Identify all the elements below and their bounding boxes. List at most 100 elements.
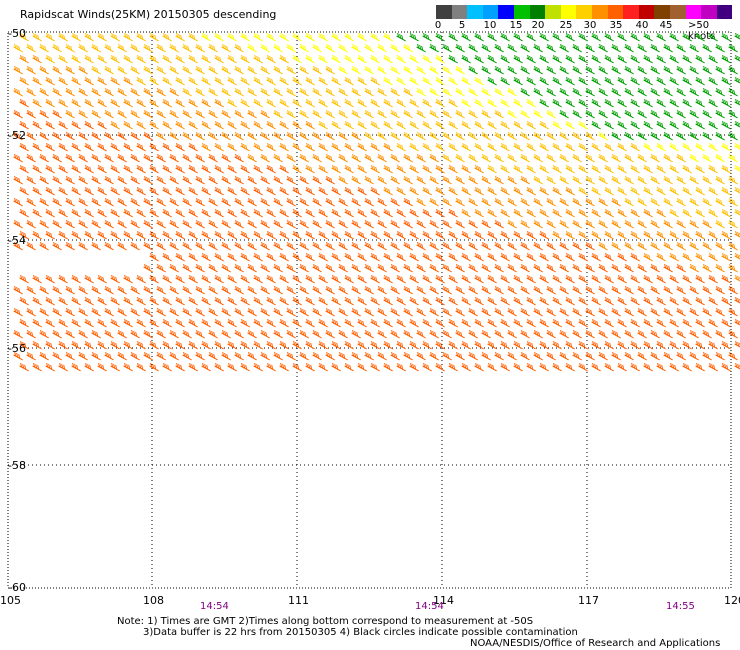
wind-barb bbox=[58, 32, 68, 42]
wind-barb bbox=[149, 230, 159, 240]
wind-barb bbox=[97, 54, 107, 64]
wind-barb bbox=[481, 175, 491, 185]
wind-barb bbox=[695, 362, 705, 372]
wind-barb bbox=[604, 120, 614, 130]
wind-barb bbox=[468, 241, 478, 251]
wind-barb bbox=[578, 120, 588, 130]
wind-barb bbox=[630, 120, 640, 130]
wind-barb bbox=[240, 32, 250, 42]
wind-barb bbox=[390, 87, 400, 97]
wind-barb bbox=[715, 109, 725, 119]
wind-barb bbox=[208, 153, 218, 163]
wind-barb bbox=[227, 362, 237, 372]
wind-barb bbox=[247, 197, 257, 207]
wind-barb bbox=[403, 43, 413, 53]
wind-barb bbox=[656, 98, 666, 108]
wind-barb bbox=[455, 43, 465, 53]
wind-barb bbox=[182, 109, 192, 119]
wind-barb bbox=[91, 285, 101, 295]
wind-barb bbox=[468, 153, 478, 163]
wind-barb bbox=[110, 318, 120, 328]
wind-barb bbox=[663, 153, 673, 163]
wind-barb bbox=[117, 219, 127, 229]
wind-barb bbox=[383, 274, 393, 284]
wind-barb bbox=[422, 120, 432, 130]
wind-barb bbox=[513, 296, 523, 306]
wind-barb bbox=[260, 43, 270, 53]
wind-barb bbox=[123, 98, 133, 108]
wind-barb bbox=[156, 219, 166, 229]
wind-barb bbox=[617, 32, 627, 42]
wind-barb bbox=[689, 109, 699, 119]
wind-barb bbox=[110, 98, 120, 108]
wind-barb bbox=[370, 186, 380, 196]
wind-barb bbox=[338, 219, 348, 229]
wind-barb bbox=[65, 285, 75, 295]
wind-barb bbox=[32, 186, 42, 196]
wind-barb bbox=[377, 175, 387, 185]
wind-barb bbox=[39, 131, 49, 141]
wind-barb bbox=[84, 142, 94, 152]
wind-barb bbox=[52, 307, 62, 317]
wind-barb bbox=[19, 318, 29, 328]
wind-barb bbox=[273, 241, 283, 251]
wind-barb bbox=[91, 175, 101, 185]
wind-barb bbox=[97, 362, 107, 372]
wind-barb bbox=[201, 318, 211, 328]
wind-barb bbox=[279, 98, 289, 108]
wind-barb bbox=[617, 340, 627, 350]
wind-barb bbox=[708, 32, 718, 42]
wind-barb bbox=[429, 307, 439, 317]
wind-barb bbox=[689, 241, 699, 251]
wind-barb bbox=[351, 241, 361, 251]
wind-barb bbox=[526, 120, 536, 130]
wind-barb bbox=[500, 274, 510, 284]
wind-barb bbox=[526, 32, 536, 42]
wind-barb bbox=[702, 87, 712, 97]
wind-barb bbox=[377, 131, 387, 141]
wind-barb bbox=[383, 98, 393, 108]
wind-barb bbox=[130, 153, 140, 163]
wind-barb bbox=[682, 318, 692, 328]
wind-barb bbox=[604, 230, 614, 240]
wind-barb bbox=[71, 120, 81, 130]
wind-barb bbox=[650, 87, 660, 97]
wind-barb bbox=[403, 153, 413, 163]
wind-barb bbox=[364, 351, 374, 361]
wind-barb bbox=[169, 351, 179, 361]
wind-barb bbox=[734, 54, 740, 62]
wind-barb bbox=[461, 362, 471, 372]
wind-barb bbox=[169, 307, 179, 317]
wind-barb bbox=[442, 285, 452, 295]
wind-barb bbox=[637, 109, 647, 119]
wind-barb bbox=[578, 318, 588, 328]
wind-barb bbox=[396, 164, 406, 174]
wind-barb bbox=[266, 186, 276, 196]
wind-barb bbox=[422, 164, 432, 174]
wind-barb bbox=[604, 362, 614, 372]
wind-barb bbox=[143, 329, 153, 339]
wind-barb bbox=[32, 142, 42, 152]
wind-barb bbox=[143, 219, 153, 229]
wind-barb bbox=[370, 54, 380, 64]
wind-barb bbox=[195, 65, 205, 75]
wind-barb bbox=[318, 340, 328, 350]
wind-barb bbox=[299, 263, 309, 273]
wind-barb bbox=[130, 109, 140, 119]
wind-barb bbox=[52, 175, 62, 185]
wind-barb bbox=[396, 318, 406, 328]
wind-barb bbox=[78, 329, 88, 339]
wind-barb bbox=[669, 54, 679, 64]
wind-barb bbox=[591, 362, 601, 372]
wind-barb bbox=[721, 252, 731, 262]
wind-barb bbox=[370, 230, 380, 240]
wind-barb bbox=[650, 285, 660, 295]
wind-barb bbox=[377, 351, 387, 361]
wind-barb bbox=[357, 76, 367, 86]
wind-barb bbox=[598, 263, 608, 273]
wind-barb bbox=[208, 263, 218, 273]
wind-barb bbox=[611, 153, 621, 163]
wind-barb bbox=[104, 109, 114, 119]
wind-barb bbox=[351, 307, 361, 317]
wind-barb bbox=[182, 87, 192, 97]
